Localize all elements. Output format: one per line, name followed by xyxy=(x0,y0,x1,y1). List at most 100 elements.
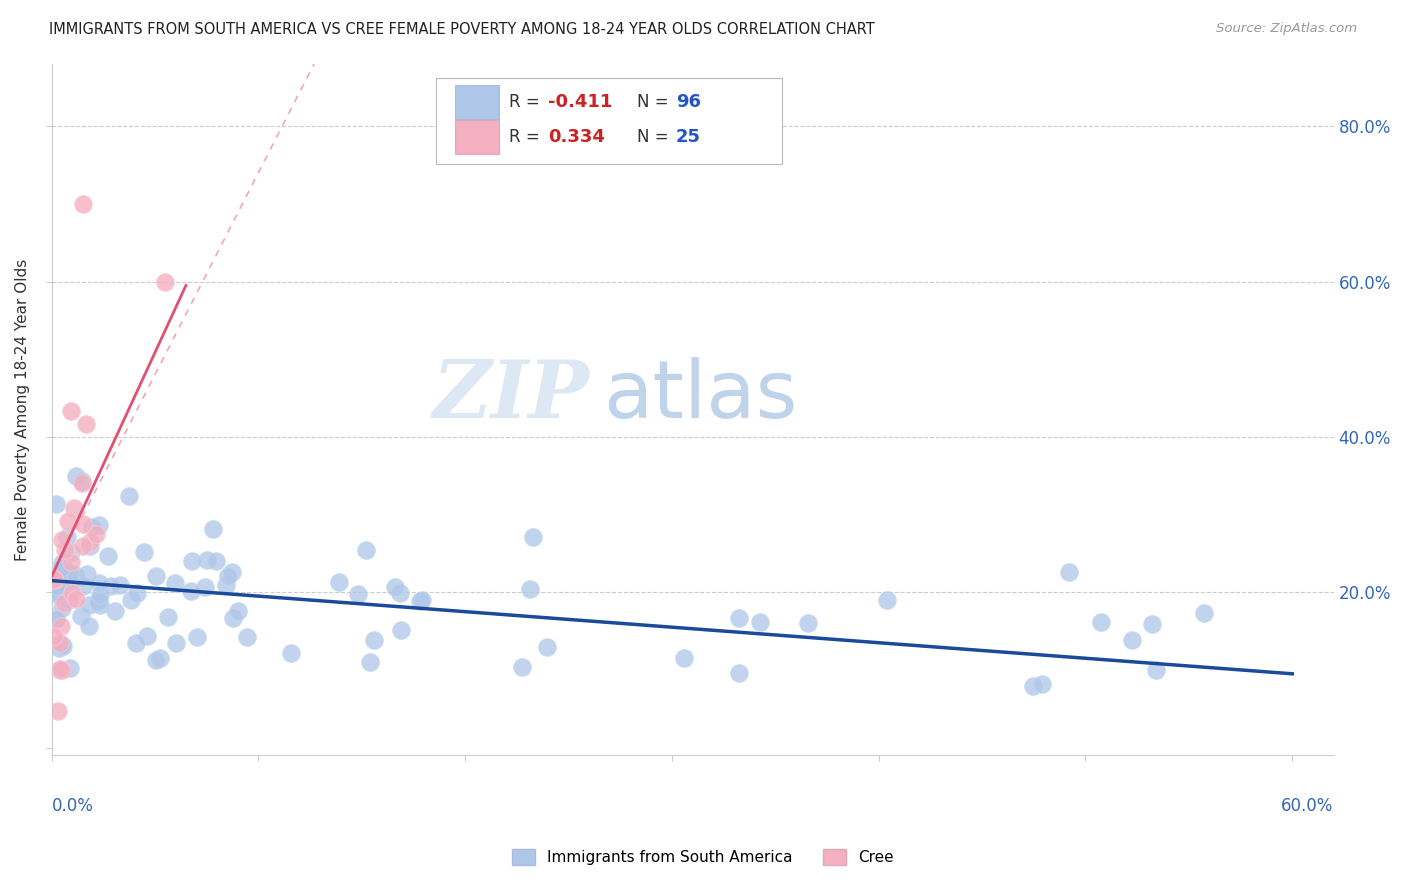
Point xyxy=(1090,615,1112,629)
Point xyxy=(156,609,179,624)
Text: 25: 25 xyxy=(676,128,702,145)
Point xyxy=(195,553,218,567)
Point xyxy=(356,543,378,558)
Point xyxy=(728,665,751,680)
Point xyxy=(359,656,381,670)
Point xyxy=(163,576,186,591)
Point xyxy=(72,197,94,211)
Point xyxy=(280,646,302,660)
Text: atlas: atlas xyxy=(603,357,797,435)
Point xyxy=(118,489,141,503)
Point xyxy=(79,539,101,553)
Text: 0.0%: 0.0% xyxy=(52,797,93,814)
Point xyxy=(45,497,67,511)
Point xyxy=(363,632,385,647)
Point xyxy=(180,553,202,567)
Point xyxy=(45,579,67,593)
Point xyxy=(53,543,76,558)
Point xyxy=(49,636,72,650)
Y-axis label: Female Poverty Among 18-24 Year Olds: Female Poverty Among 18-24 Year Olds xyxy=(15,259,30,561)
Point xyxy=(60,404,83,418)
Point xyxy=(52,564,75,578)
Text: N =: N = xyxy=(637,128,675,145)
Point xyxy=(52,639,75,653)
Point xyxy=(97,549,120,563)
Point xyxy=(51,561,73,575)
Point xyxy=(221,565,243,579)
Point xyxy=(51,663,73,677)
Point xyxy=(45,579,67,593)
Point xyxy=(1121,632,1143,647)
Point xyxy=(59,661,82,675)
Point xyxy=(87,576,110,591)
Point xyxy=(82,520,104,534)
Text: ZIP: ZIP xyxy=(433,357,591,434)
Point xyxy=(125,636,148,650)
Point xyxy=(46,704,69,718)
Point xyxy=(132,544,155,558)
Point xyxy=(89,588,111,602)
Point xyxy=(204,554,226,568)
Text: R =: R = xyxy=(509,128,546,145)
Legend: Immigrants from South America, Cree: Immigrants from South America, Cree xyxy=(506,843,900,871)
Point xyxy=(58,566,80,580)
Point xyxy=(62,501,84,516)
Point xyxy=(1021,679,1043,693)
Point xyxy=(72,579,94,593)
Point xyxy=(226,604,249,618)
Point xyxy=(70,475,93,490)
Point xyxy=(384,581,406,595)
Text: 60.0%: 60.0% xyxy=(1281,797,1334,814)
Point xyxy=(136,629,159,643)
Point xyxy=(411,592,433,607)
Point xyxy=(42,629,65,643)
Point xyxy=(59,545,82,559)
Point xyxy=(672,650,695,665)
Point xyxy=(328,574,350,589)
Point xyxy=(512,660,534,674)
FancyBboxPatch shape xyxy=(436,78,782,164)
Point xyxy=(45,587,67,601)
Point xyxy=(65,468,87,483)
Point xyxy=(727,611,749,625)
Text: 96: 96 xyxy=(676,93,702,112)
Point xyxy=(87,517,110,532)
Point xyxy=(45,612,67,626)
Point xyxy=(388,586,411,600)
Point xyxy=(49,663,72,677)
Point xyxy=(120,592,142,607)
Point xyxy=(56,515,79,529)
Point xyxy=(346,587,368,601)
Point xyxy=(44,573,66,587)
Point xyxy=(876,592,898,607)
Point xyxy=(53,596,76,610)
Point xyxy=(236,630,259,644)
FancyBboxPatch shape xyxy=(456,120,499,153)
Point xyxy=(51,533,73,548)
Point xyxy=(59,555,82,569)
Point xyxy=(75,417,97,432)
Point xyxy=(45,612,67,626)
Text: R =: R = xyxy=(509,93,546,112)
Point xyxy=(180,584,202,599)
Point xyxy=(522,530,544,544)
Point xyxy=(108,578,131,592)
Text: N =: N = xyxy=(637,93,675,112)
Point xyxy=(1194,606,1216,620)
Point xyxy=(65,592,87,607)
Point xyxy=(48,661,70,675)
Text: -0.411: -0.411 xyxy=(548,93,612,112)
FancyBboxPatch shape xyxy=(456,85,499,119)
Text: 0.334: 0.334 xyxy=(548,128,605,145)
Point xyxy=(76,566,98,581)
Point xyxy=(194,581,217,595)
Point xyxy=(69,609,91,624)
Point xyxy=(389,623,412,637)
Point xyxy=(48,640,70,655)
Point xyxy=(72,539,94,553)
Point xyxy=(51,600,73,615)
Point xyxy=(1059,566,1081,580)
Point xyxy=(1144,663,1167,677)
Point xyxy=(409,594,432,608)
Point xyxy=(217,569,239,583)
